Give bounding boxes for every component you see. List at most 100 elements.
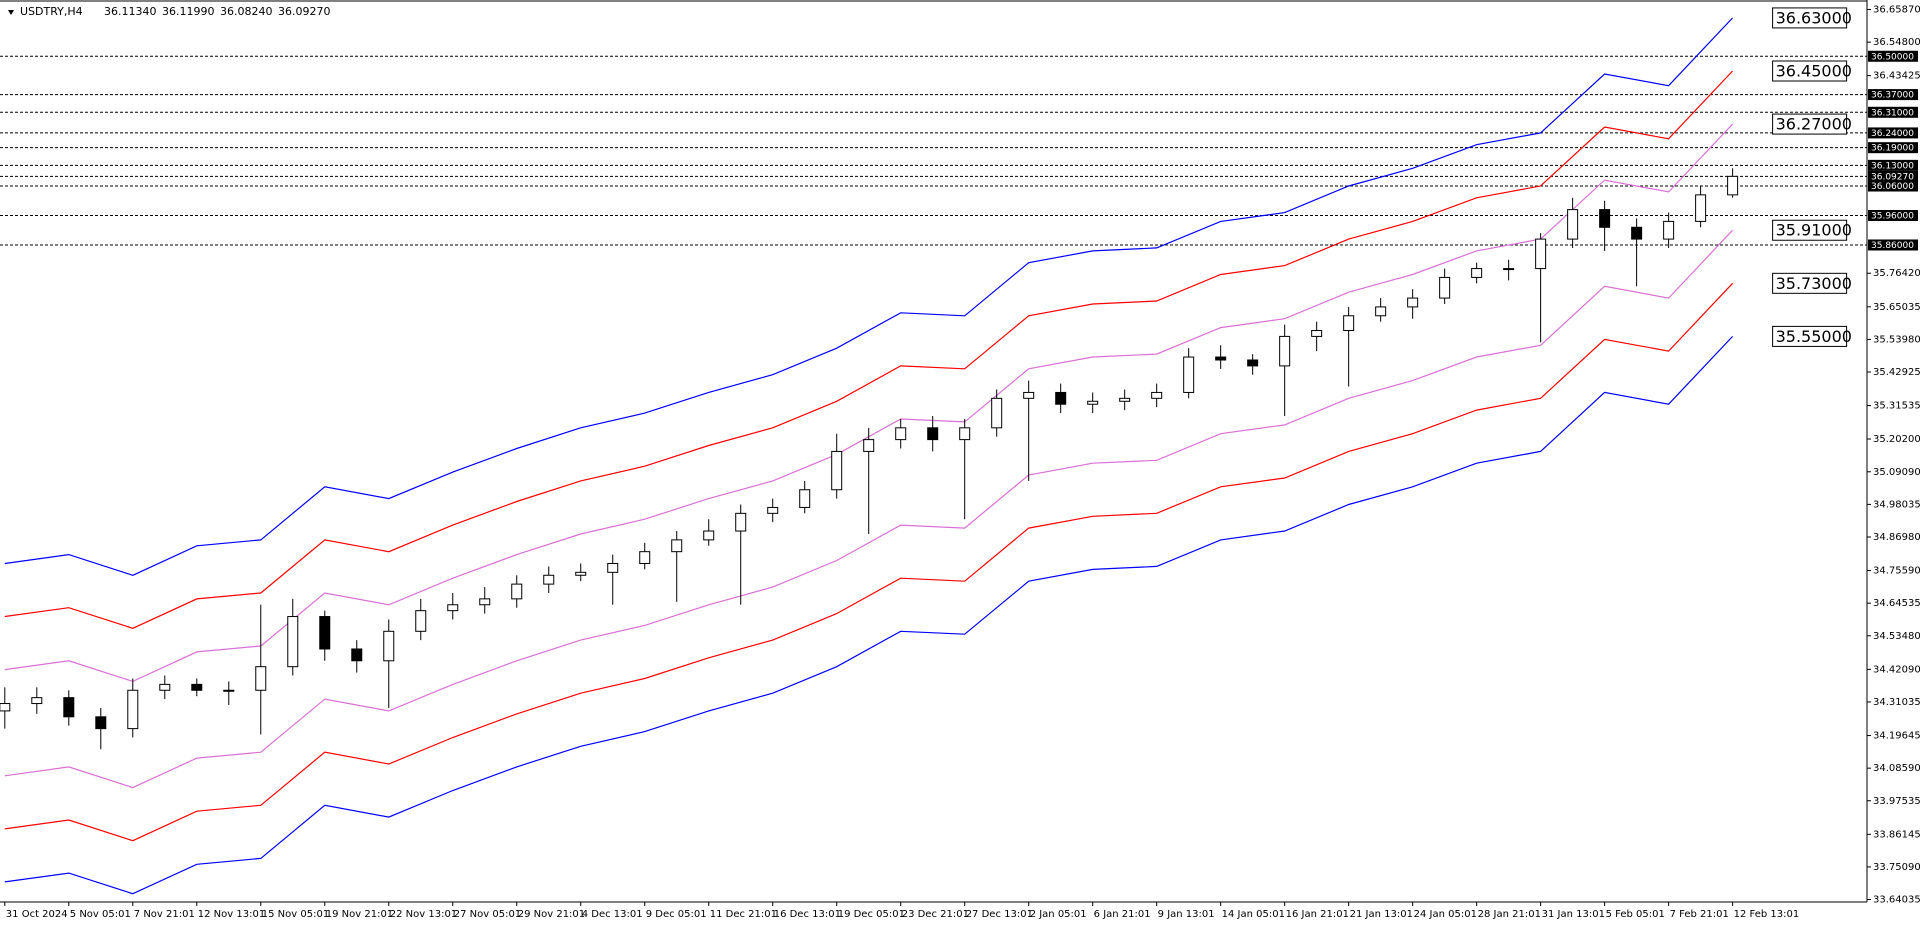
- level-label-box: [1868, 142, 1918, 154]
- candle-body: [1343, 315, 1355, 332]
- candle-body: [511, 583, 523, 600]
- candle-body: [479, 598, 491, 606]
- level-label-box: [1868, 89, 1918, 101]
- candle-body: [1183, 356, 1195, 393]
- candle-body: [1151, 391, 1163, 399]
- y-tick-label: 34.75590: [1873, 566, 1920, 577]
- x-tick-label: 15 Nov 05:01: [262, 909, 329, 920]
- y-tick-label: 34.42090: [1873, 664, 1920, 675]
- candle-body: [0, 703, 11, 712]
- candle-body: [1535, 238, 1547, 270]
- band-label: 36.27000: [1776, 115, 1852, 134]
- x-tick-label: 23 Dec 21:01: [902, 909, 969, 920]
- candle-body: [831, 450, 843, 491]
- level-label-box: [1868, 209, 1918, 221]
- level-label-box: [1868, 50, 1918, 62]
- quote-value: 36.11340: [104, 5, 157, 18]
- candle-body: [31, 697, 43, 705]
- candle-body: [287, 616, 299, 668]
- y-tick-label: 35.53980: [1873, 334, 1920, 345]
- band-line: [4, 282, 1734, 842]
- candle-body: [863, 439, 875, 452]
- band-label-box: [1772, 7, 1848, 29]
- candle-body: [1599, 209, 1611, 228]
- x-tick-label: 29 Nov 21:01: [518, 909, 585, 920]
- level-label: 36.19000: [1871, 144, 1914, 154]
- candle-body: [607, 562, 619, 573]
- x-tick-label: 7 Feb 21:01: [1670, 909, 1729, 920]
- candle-body: [991, 397, 1003, 429]
- candle-body: [1407, 297, 1419, 308]
- level-label-box: [1868, 239, 1918, 251]
- candle-body: [1631, 226, 1643, 240]
- candle-body: [959, 427, 971, 441]
- candle-body: [735, 512, 747, 532]
- candle-body: [1503, 268, 1515, 271]
- x-tick-label: 11 Dec 21:01: [710, 909, 777, 920]
- y-tick-label: 35.20200: [1873, 434, 1920, 445]
- band-line: [4, 70, 1734, 629]
- x-tick-label: 28 Jan 21:01: [1478, 909, 1541, 920]
- y-tick-label: 36.54800: [1873, 37, 1920, 48]
- y-tick-label: 33.86145: [1873, 829, 1920, 840]
- band-label: 36.63000: [1776, 8, 1852, 27]
- candle-body: [671, 539, 683, 553]
- x-tick-label: 14 Jan 05:01: [1222, 909, 1285, 920]
- level-label: 35.96000: [1871, 211, 1914, 221]
- x-tick-label: 16 Jan 21:01: [1286, 909, 1349, 920]
- candle-body: [799, 489, 811, 508]
- y-tick-label: 34.98035: [1873, 499, 1920, 510]
- x-tick-label: 22 Nov 13:01: [390, 909, 457, 920]
- x-tick-label: 19 Nov 21:01: [326, 909, 393, 920]
- y-tick-label: 33.97535: [1873, 796, 1920, 807]
- y-tick-label: 35.76420: [1873, 268, 1920, 279]
- candle-body: [1663, 220, 1675, 240]
- candle-body: [447, 604, 459, 612]
- candle-body: [1247, 359, 1259, 367]
- candle-body: [1695, 194, 1707, 222]
- candle-body: [319, 616, 331, 650]
- band-label: 35.91000: [1776, 221, 1852, 240]
- candle-body: [1727, 175, 1739, 196]
- band-label-box: [1772, 60, 1848, 82]
- level-label: 36.24000: [1871, 129, 1914, 139]
- y-tick-label: 34.64535: [1873, 598, 1920, 609]
- x-tick-label: 31 Jan 13:01: [1542, 909, 1605, 920]
- candle-body: [543, 574, 555, 585]
- chart-title: USDTRY,H4: [20, 5, 83, 18]
- candle-body: [1567, 209, 1579, 240]
- candle-body: [767, 506, 779, 514]
- level-label: 36.09270: [1871, 172, 1914, 182]
- y-tick-label: 33.75090: [1873, 862, 1920, 873]
- candle-body: [159, 683, 171, 691]
- candle-body: [703, 530, 715, 541]
- x-tick-label: 27 Dec 13:01: [966, 909, 1033, 920]
- level-label-box: [1868, 159, 1918, 171]
- menu-arrow: [8, 10, 14, 15]
- candle-body: [95, 716, 107, 730]
- y-tick-label: 34.53480: [1873, 631, 1920, 642]
- x-tick-label: 5 Nov 05:01: [70, 909, 131, 920]
- band-label-box: [1772, 219, 1848, 241]
- level-label: 36.50000: [1871, 52, 1914, 62]
- band-label-box: [1772, 325, 1848, 347]
- candle-body: [1471, 268, 1483, 278]
- candle-body: [1119, 397, 1131, 402]
- level-label: 36.13000: [1871, 161, 1914, 171]
- level-label: 36.06000: [1871, 182, 1914, 192]
- y-tick-label: 35.09090: [1873, 467, 1920, 478]
- candle-body: [1023, 391, 1035, 399]
- level-label-box: [1868, 127, 1918, 139]
- candle-body: [383, 630, 395, 662]
- y-tick-label: 34.08590: [1873, 763, 1920, 774]
- band-label: 36.45000: [1776, 62, 1852, 81]
- level-label: 36.31000: [1871, 108, 1914, 118]
- band-label: 35.73000: [1776, 274, 1852, 293]
- quote-value: 36.11990: [162, 5, 215, 18]
- x-tick-label: 4 Dec 13:01: [582, 909, 643, 920]
- y-tick-label: 34.86980: [1873, 532, 1920, 543]
- candle-body: [1215, 356, 1227, 361]
